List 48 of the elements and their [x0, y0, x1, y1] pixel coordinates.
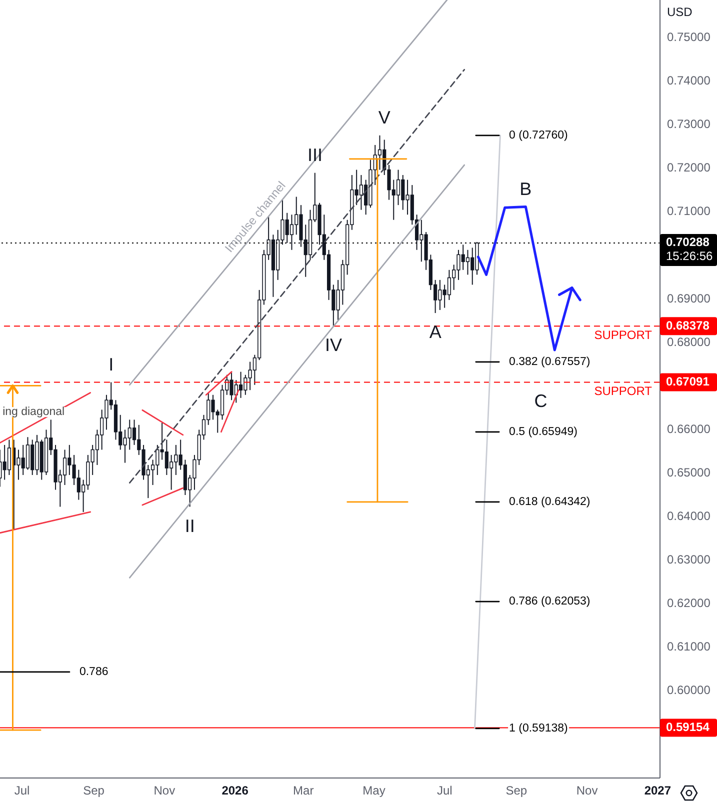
series-label: 0 (0.72760)	[509, 129, 568, 142]
annotation: III	[307, 144, 322, 165]
x-tick-label: 2027	[644, 784, 672, 798]
series-label: 0.786	[79, 666, 108, 678]
annotation: C	[534, 390, 548, 411]
series-label: 0.618 (0.64342)	[509, 496, 590, 508]
annotation: V	[378, 107, 390, 128]
ref-line-label: SUPPORT	[594, 328, 653, 342]
ref-line-label: SUPPORT	[594, 384, 653, 398]
series-label: 1 (0.59138)	[509, 722, 568, 734]
x-tick-label: May	[362, 784, 386, 798]
x-tick-label: 2026	[222, 784, 249, 798]
y-axis-title: USD	[667, 5, 693, 20]
y-tick-label: 0.61000	[667, 640, 711, 654]
y-tick-label: 0.59154	[666, 720, 710, 734]
y-tick-label: 0.67091	[666, 374, 710, 388]
x-tick-label: Jul	[436, 784, 452, 798]
y-tick-label: 0.72000	[667, 160, 711, 175]
y-tick-label: 0.64000	[667, 508, 711, 523]
y-tick-label: 0.65000	[667, 465, 711, 480]
x-tick-label: Nov	[576, 784, 598, 798]
annotation: B	[520, 178, 532, 199]
y-tick-label: 0.68000	[667, 334, 711, 349]
x-tick-label: Sep	[506, 784, 528, 798]
y-tick-label: 0.60000	[667, 683, 711, 698]
y-tick-label: 0.73000	[667, 117, 711, 132]
y-tick-label: 0.71000	[667, 204, 711, 218]
annotation: I	[108, 354, 114, 374]
annotation: ing diagonal	[2, 406, 65, 418]
y-tick-label: 0.62000	[667, 596, 711, 610]
annotation: II	[184, 516, 195, 536]
x-tick-label: Sep	[83, 784, 105, 798]
y-tick-label: 0.74000	[667, 74, 711, 88]
series-label: 0.786 (0.62053)	[509, 596, 590, 608]
y-tick-label: 0.70288	[666, 235, 710, 250]
series-label: 0.382 (0.67557)	[509, 356, 590, 368]
series-label: 0.5 (0.65949)	[509, 426, 578, 438]
y-tick-label: 0.69000	[667, 291, 711, 306]
y-tick-label: 0.68378	[666, 318, 710, 332]
y-tick-label: 0.63000	[667, 552, 711, 566]
x-tick-label: Mar	[293, 784, 314, 798]
x-tick-label: Jul	[14, 784, 30, 798]
annotation: IV	[324, 334, 342, 355]
y-tick-label: 0.75000	[667, 30, 711, 44]
annotation: A	[429, 322, 442, 342]
x-tick-label: Nov	[154, 784, 176, 798]
text: 15:26:56	[666, 249, 714, 264]
y-tick-label: 0.66000	[667, 422, 711, 436]
